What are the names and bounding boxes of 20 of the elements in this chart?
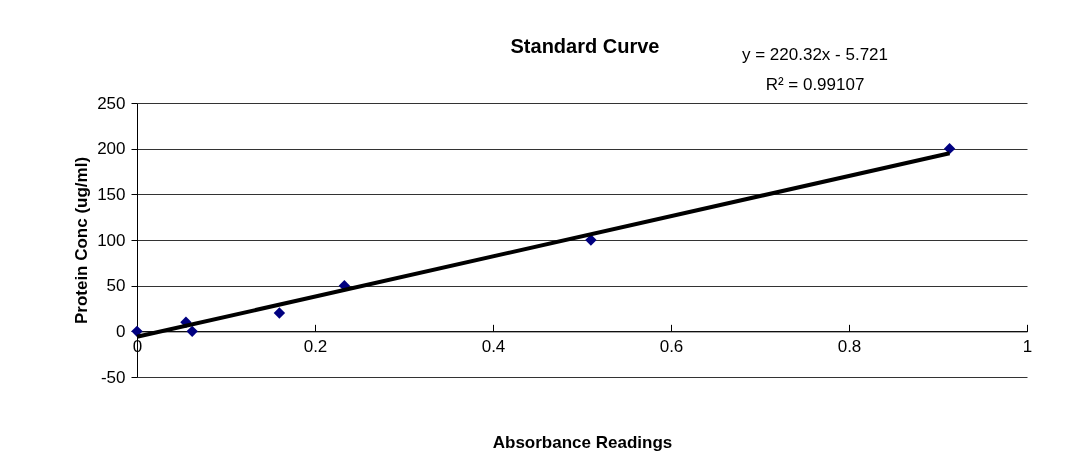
x-tick-label: 0.4 [481,336,506,356]
x-tick-label: 1 [1022,336,1033,356]
point [186,325,198,338]
point [273,307,286,319]
chart-title: Standard Curve [510,35,660,57]
y-tick-label: 100 [97,230,126,250]
text: y = 220.32x - 5.721 [741,45,889,64]
y-tick-label: 150 [97,184,126,204]
point [131,325,143,338]
x-tick-label: 0.6 [659,336,684,356]
y-axis-title: Protein Conc (ug/ml) [72,156,92,325]
y-tick-label: 200 [97,139,126,159]
y-tick-label: -50 [100,367,126,387]
y-tick-label: 250 [97,93,126,113]
x-axis-title: Absorbance Readings [492,433,673,453]
x-tick-label: 0.2 [303,336,328,356]
y-tick-label: 50 [106,276,126,296]
y-tick-label: 0 [116,321,126,341]
x-tick-label: 0.8 [837,336,862,356]
text: R² = 0.99107 [765,75,865,94]
